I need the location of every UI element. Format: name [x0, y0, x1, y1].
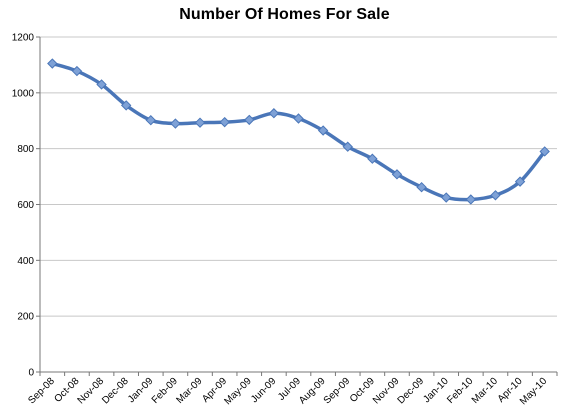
y-tick-label-1000: 1000	[12, 88, 35, 99]
x-tick-label: Aug-09	[297, 376, 328, 407]
y-tick-labels: 0 200 400 600 800 1000 1200	[12, 33, 35, 379]
data-point-Sep-08	[47, 58, 58, 69]
x-tick-label: May-09	[222, 376, 254, 408]
data-point-Oct-09	[367, 153, 378, 164]
x-tick-label: Jun-09	[249, 376, 279, 406]
series-layer	[47, 58, 550, 205]
axes	[36, 36, 558, 376]
data-point-Jul-09	[293, 113, 304, 124]
x-tick-label: Mar-09	[174, 376, 204, 406]
x-tick-label: Sep-08	[26, 376, 57, 407]
data-point-Nov-09	[391, 169, 403, 180]
x-tick-label: Feb-09	[150, 376, 180, 406]
series-line	[50, 61, 547, 202]
y-tick-label-600: 600	[17, 200, 34, 211]
x-tick-label: Dec-09	[396, 376, 427, 407]
data-point-Mar-09	[194, 117, 206, 128]
x-tick-label: Sep-09	[322, 376, 353, 407]
data-point-Apr-09	[219, 116, 230, 128]
data-point-Feb-09	[170, 118, 181, 129]
x-tick-label: Nov-09	[371, 376, 402, 407]
data-point-Sep-09	[342, 141, 353, 152]
data-point-May-09	[244, 114, 255, 126]
y-tick-label-200: 200	[17, 312, 34, 323]
gridlines	[40, 36, 557, 317]
data-point-Feb-10	[465, 194, 477, 205]
y-tick-label-400: 400	[17, 256, 34, 267]
x-tick-label: May-10	[518, 376, 550, 408]
data-point-Mar-10	[490, 190, 501, 201]
data-point-Oct-08	[71, 65, 83, 77]
chart-title: Number Of Homes For Sale	[179, 6, 390, 23]
data-point-Jan-09	[145, 114, 156, 126]
y-tick-label-800: 800	[17, 144, 34, 155]
x-tick-labels: Sep-08Oct-08Nov-08Dec-08Jan-09Feb-09Mar-…	[26, 376, 549, 408]
x-tick-label: Mar-10	[470, 376, 500, 406]
data-point-Jan-10	[441, 192, 452, 203]
data-point-Jun-09	[268, 108, 280, 119]
data-point-Nov-08	[96, 79, 107, 90]
y-tick-label-1200: 1200	[12, 33, 35, 44]
data-point-Apr-10	[514, 176, 526, 187]
x-tick-label: Dec-08	[100, 376, 131, 407]
x-tick-label: Feb-10	[445, 376, 475, 406]
data-point-May-10	[539, 146, 550, 157]
x-tick-label: Nov-08	[76, 376, 107, 407]
data-point-Dec-09	[416, 181, 427, 193]
y-tick-label-0: 0	[28, 368, 34, 379]
data-point-Dec-08	[120, 100, 132, 111]
data-point-Aug-09	[317, 125, 329, 136]
